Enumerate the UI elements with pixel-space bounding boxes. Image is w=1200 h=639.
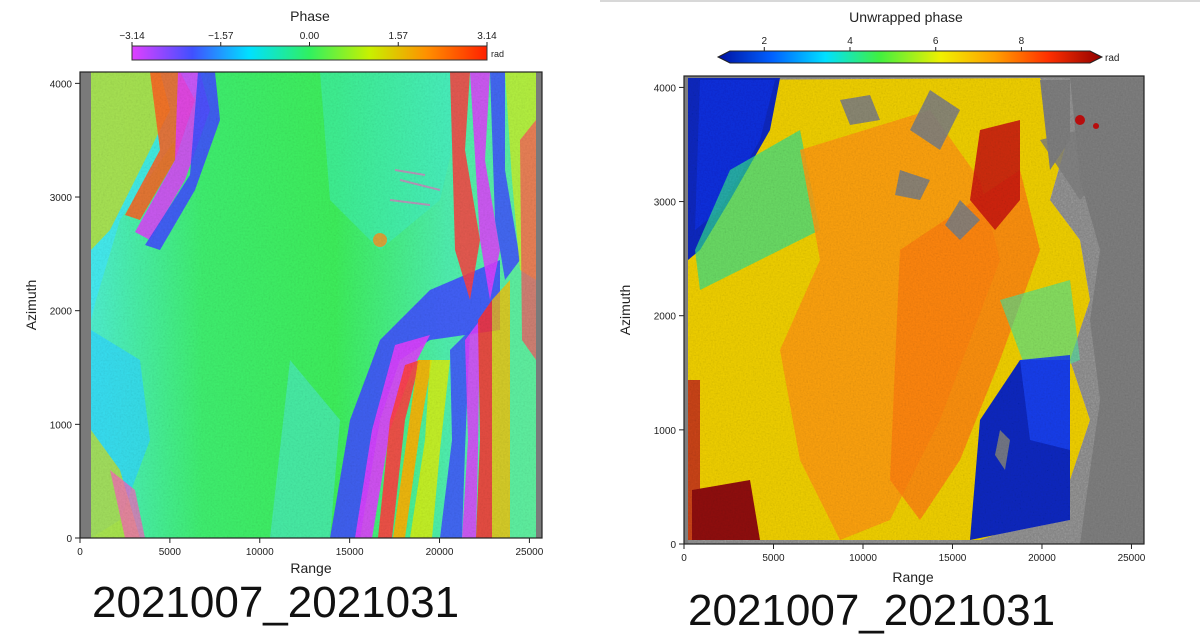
colorbar-tick-label: 6 [933, 36, 939, 47]
colorbar-unit: rad [1105, 53, 1119, 64]
x-tick-label: 5000 [762, 553, 785, 564]
plot-frame [683, 75, 1145, 545]
colorbar-ticks: −3.14 −1.57 0.00 1.57 3.14 [119, 31, 497, 46]
phase-map [80, 72, 542, 538]
x-tick-label: 20000 [1028, 553, 1056, 564]
wrapped-phase-panel: Phase −3.14 −1.57 0.00 1.57 3.14 rad [23, 8, 544, 627]
x-tick-label: 15000 [336, 547, 364, 558]
plot-frame [79, 71, 543, 539]
colorbar-tick-label: 8 [1019, 36, 1025, 47]
x-tick-label: 5000 [159, 547, 182, 558]
colorbar [716, 50, 1104, 64]
x-tick-label: 0 [77, 547, 83, 558]
y-tick-label: 2000 [654, 312, 677, 323]
y-tick-label: 4000 [654, 83, 677, 94]
colorbar-tick-label: −1.57 [208, 31, 234, 42]
x-tick-label: 10000 [849, 553, 877, 564]
colorbar [131, 45, 488, 61]
unwrapped-phase-panel: Unwrapped phase 2 4 6 8 rad [600, 0, 1200, 639]
colorbar-tick-label: 2 [762, 36, 768, 47]
x-axis-label: Range [892, 569, 933, 585]
colorbar-tick-label: −3.14 [119, 31, 145, 42]
colorbar-title: Phase [290, 8, 330, 24]
wrapped-phase-chart: Phase −3.14 −1.57 0.00 1.57 3.14 rad [23, 8, 544, 576]
y-tick-label: 0 [66, 534, 72, 545]
y-axis-label: Azimuth [23, 280, 39, 331]
colorbar-title: Unwrapped phase [849, 9, 963, 25]
x-tick-label: 25000 [1118, 553, 1146, 564]
y-axis-label: Azimuth [617, 285, 633, 336]
colorbar-tick-label: 0.00 [300, 31, 320, 42]
interferogram-date-caption: 2021007_2021031 [688, 586, 1056, 635]
unwrapped-phase-map [684, 76, 1144, 544]
y-tick-label: 2000 [50, 307, 73, 318]
y-tick-label: 3000 [654, 198, 677, 209]
x-tick-label: 25000 [516, 547, 544, 558]
unwrapped-phase-chart: Unwrapped phase 2 4 6 8 rad [617, 9, 1146, 585]
axes: 0 5000 10000 15000 20000 25000 0 1000 2000 3000 40… [654, 83, 1146, 564]
interferogram-date-caption: 2021007_2021031 [92, 578, 460, 627]
colorbar-tick-label: 4 [847, 36, 853, 47]
x-tick-label: 10000 [246, 547, 274, 558]
y-tick-label: 3000 [50, 193, 73, 204]
colorbar-tick-label: 3.14 [477, 31, 497, 42]
x-tick-label: 15000 [939, 553, 967, 564]
colorbar-ticks: 2 4 6 8 [762, 36, 1025, 51]
y-tick-label: 0 [670, 540, 676, 551]
colorbar-unit: rad [491, 49, 504, 59]
axes: 0 5000 10000 15000 20000 25000 0 1000 2000 3000 40… [50, 79, 544, 558]
x-tick-label: 0 [681, 553, 687, 564]
x-tick-label: 20000 [426, 547, 454, 558]
y-tick-label: 1000 [654, 426, 677, 437]
y-tick-label: 4000 [50, 79, 73, 90]
colorbar-tick-label: 1.57 [389, 31, 409, 42]
y-tick-label: 1000 [50, 420, 73, 431]
x-axis-label: Range [290, 560, 331, 576]
